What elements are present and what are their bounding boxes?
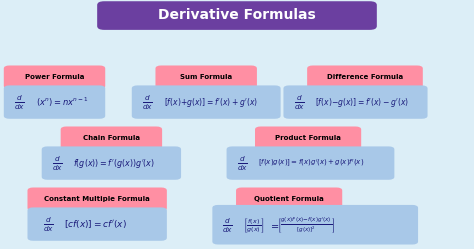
- Text: Quotient Formula: Quotient Formula: [254, 196, 324, 202]
- Text: $\frac{d}{dx}$: $\frac{d}{dx}$: [237, 154, 248, 173]
- Text: Sum Formula: Sum Formula: [180, 74, 232, 80]
- Text: $[cf(x)] = cf'(x)$: $[cf(x)] = cf'(x)$: [64, 218, 127, 230]
- Text: Product Formula: Product Formula: [275, 135, 341, 141]
- Text: $[f(x)g(x)] = f(x)g'(x) + g(x)f'(x)$: $[f(x)g(x)] = f(x)g'(x) + g(x)f'(x)$: [258, 157, 365, 169]
- FancyBboxPatch shape: [283, 85, 428, 119]
- Text: Derivative Formulas: Derivative Formulas: [158, 8, 316, 22]
- FancyBboxPatch shape: [132, 85, 281, 119]
- Text: $\left[\frac{f(x)}{g(x)}\right]$: $\left[\frac{f(x)}{g(x)}\right]$: [243, 216, 264, 235]
- FancyBboxPatch shape: [255, 126, 361, 150]
- FancyBboxPatch shape: [4, 65, 105, 89]
- Text: Power Formula: Power Formula: [25, 74, 84, 80]
- FancyBboxPatch shape: [307, 65, 423, 89]
- FancyBboxPatch shape: [4, 85, 105, 119]
- Text: Difference Formula: Difference Formula: [327, 74, 403, 80]
- FancyBboxPatch shape: [97, 1, 377, 30]
- FancyBboxPatch shape: [155, 65, 257, 89]
- Text: Constant Multiple Formula: Constant Multiple Formula: [44, 196, 150, 202]
- FancyBboxPatch shape: [61, 126, 162, 150]
- Text: $\frac{d}{dx}$: $\frac{d}{dx}$: [43, 215, 54, 234]
- Text: $\left[\frac{g(x)f'(x){-}f(x)g'(x)}{[g(x)]^2}\right]$: $\left[\frac{g(x)f'(x){-}f(x)g'(x)}{[g(x…: [277, 216, 335, 235]
- FancyBboxPatch shape: [27, 187, 167, 211]
- Text: $\frac{d}{dx}$: $\frac{d}{dx}$: [142, 93, 153, 112]
- Text: $\frac{d}{dx}$: $\frac{d}{dx}$: [14, 93, 25, 112]
- FancyBboxPatch shape: [236, 187, 342, 211]
- Text: $({x}^{n}) = nx^{n-1}$: $({x}^{n}) = nx^{n-1}$: [36, 95, 89, 109]
- Text: $[f(x){-}g(x)] = f'(x) - g'(x)$: $[f(x){-}g(x)] = f'(x) - g'(x)$: [315, 96, 409, 109]
- Text: $=$: $=$: [269, 220, 280, 230]
- FancyBboxPatch shape: [27, 207, 167, 241]
- Text: $[f(x){+}g(x)] = f'(x) + g'(x)$: $[f(x){+}g(x)] = f'(x) + g'(x)$: [164, 96, 257, 109]
- FancyBboxPatch shape: [227, 146, 394, 180]
- Text: $\frac{d}{dx}$: $\frac{d}{dx}$: [222, 216, 233, 235]
- Text: $\frac{d}{dx}$: $\frac{d}{dx}$: [52, 154, 63, 173]
- FancyBboxPatch shape: [212, 205, 418, 245]
- FancyBboxPatch shape: [42, 146, 181, 180]
- Text: $\frac{d}{dx}$: $\frac{d}{dx}$: [294, 93, 305, 112]
- Text: Chain Formula: Chain Formula: [83, 135, 140, 141]
- Text: $f(g(x)) = f'(g(x))g'(x)$: $f(g(x)) = f'(g(x))g'(x)$: [73, 157, 155, 170]
